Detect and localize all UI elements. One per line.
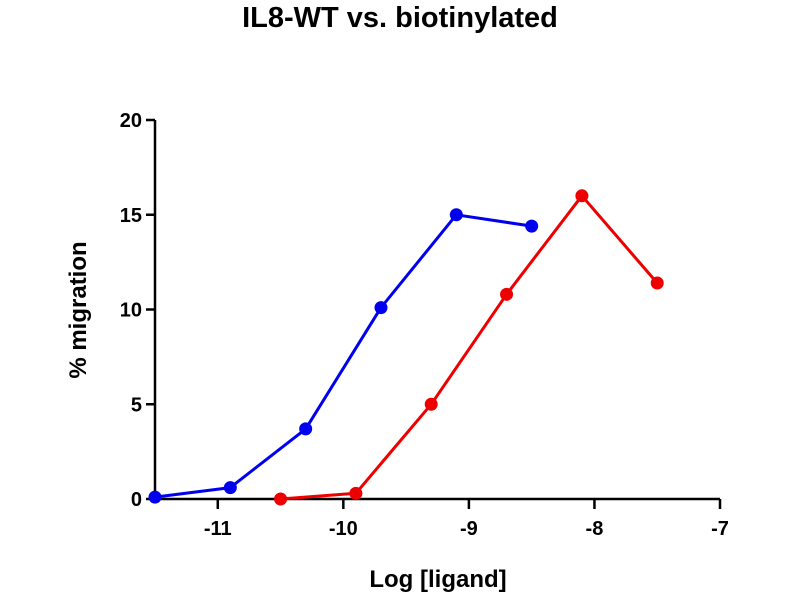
y-tick-label: 0 — [131, 489, 142, 511]
x-tick-label: -10 — [329, 518, 358, 540]
y-axis-label: % migration — [65, 241, 92, 378]
y-tick-label: 5 — [131, 394, 142, 416]
data-point-biotinylated — [575, 189, 589, 203]
chart-title: IL8-WT vs. biotinylated — [242, 2, 558, 34]
x-tick-label: -11 — [204, 518, 232, 540]
data-point-il8-wt — [299, 422, 313, 436]
x-axis-label: Log [ligand] — [369, 566, 506, 593]
data-point-biotinylated — [650, 276, 664, 290]
data-point-il8-wt — [525, 219, 539, 233]
y-tick-label: 20 — [120, 110, 142, 132]
data-point-biotinylated — [349, 486, 363, 500]
data-point-biotinylated — [424, 397, 438, 411]
data-point-il8-wt — [449, 208, 463, 222]
data-point-il8-wt — [148, 490, 162, 504]
data-point-il8-wt — [374, 301, 388, 315]
x-tick-label: -8 — [586, 518, 604, 540]
data-point-biotinylated — [274, 492, 288, 506]
series-il8-wt — [148, 208, 539, 504]
series-line-biotinylated — [280, 194, 659, 501]
y-tick-label: 10 — [120, 300, 142, 322]
x-tick-label: -9 — [460, 518, 478, 540]
x-tick-label: -7 — [711, 518, 729, 540]
series-biotinylated — [274, 189, 664, 506]
data-point-biotinylated — [500, 287, 514, 301]
y-tick-label: 15 — [120, 205, 142, 227]
ticks-layer: 0 5 10 15 20 -11 -10 -9 -8 -7 — [120, 110, 729, 540]
series-line-il8-wt — [154, 213, 532, 499]
data-point-il8-wt — [223, 481, 237, 495]
series-layer — [148, 189, 664, 506]
